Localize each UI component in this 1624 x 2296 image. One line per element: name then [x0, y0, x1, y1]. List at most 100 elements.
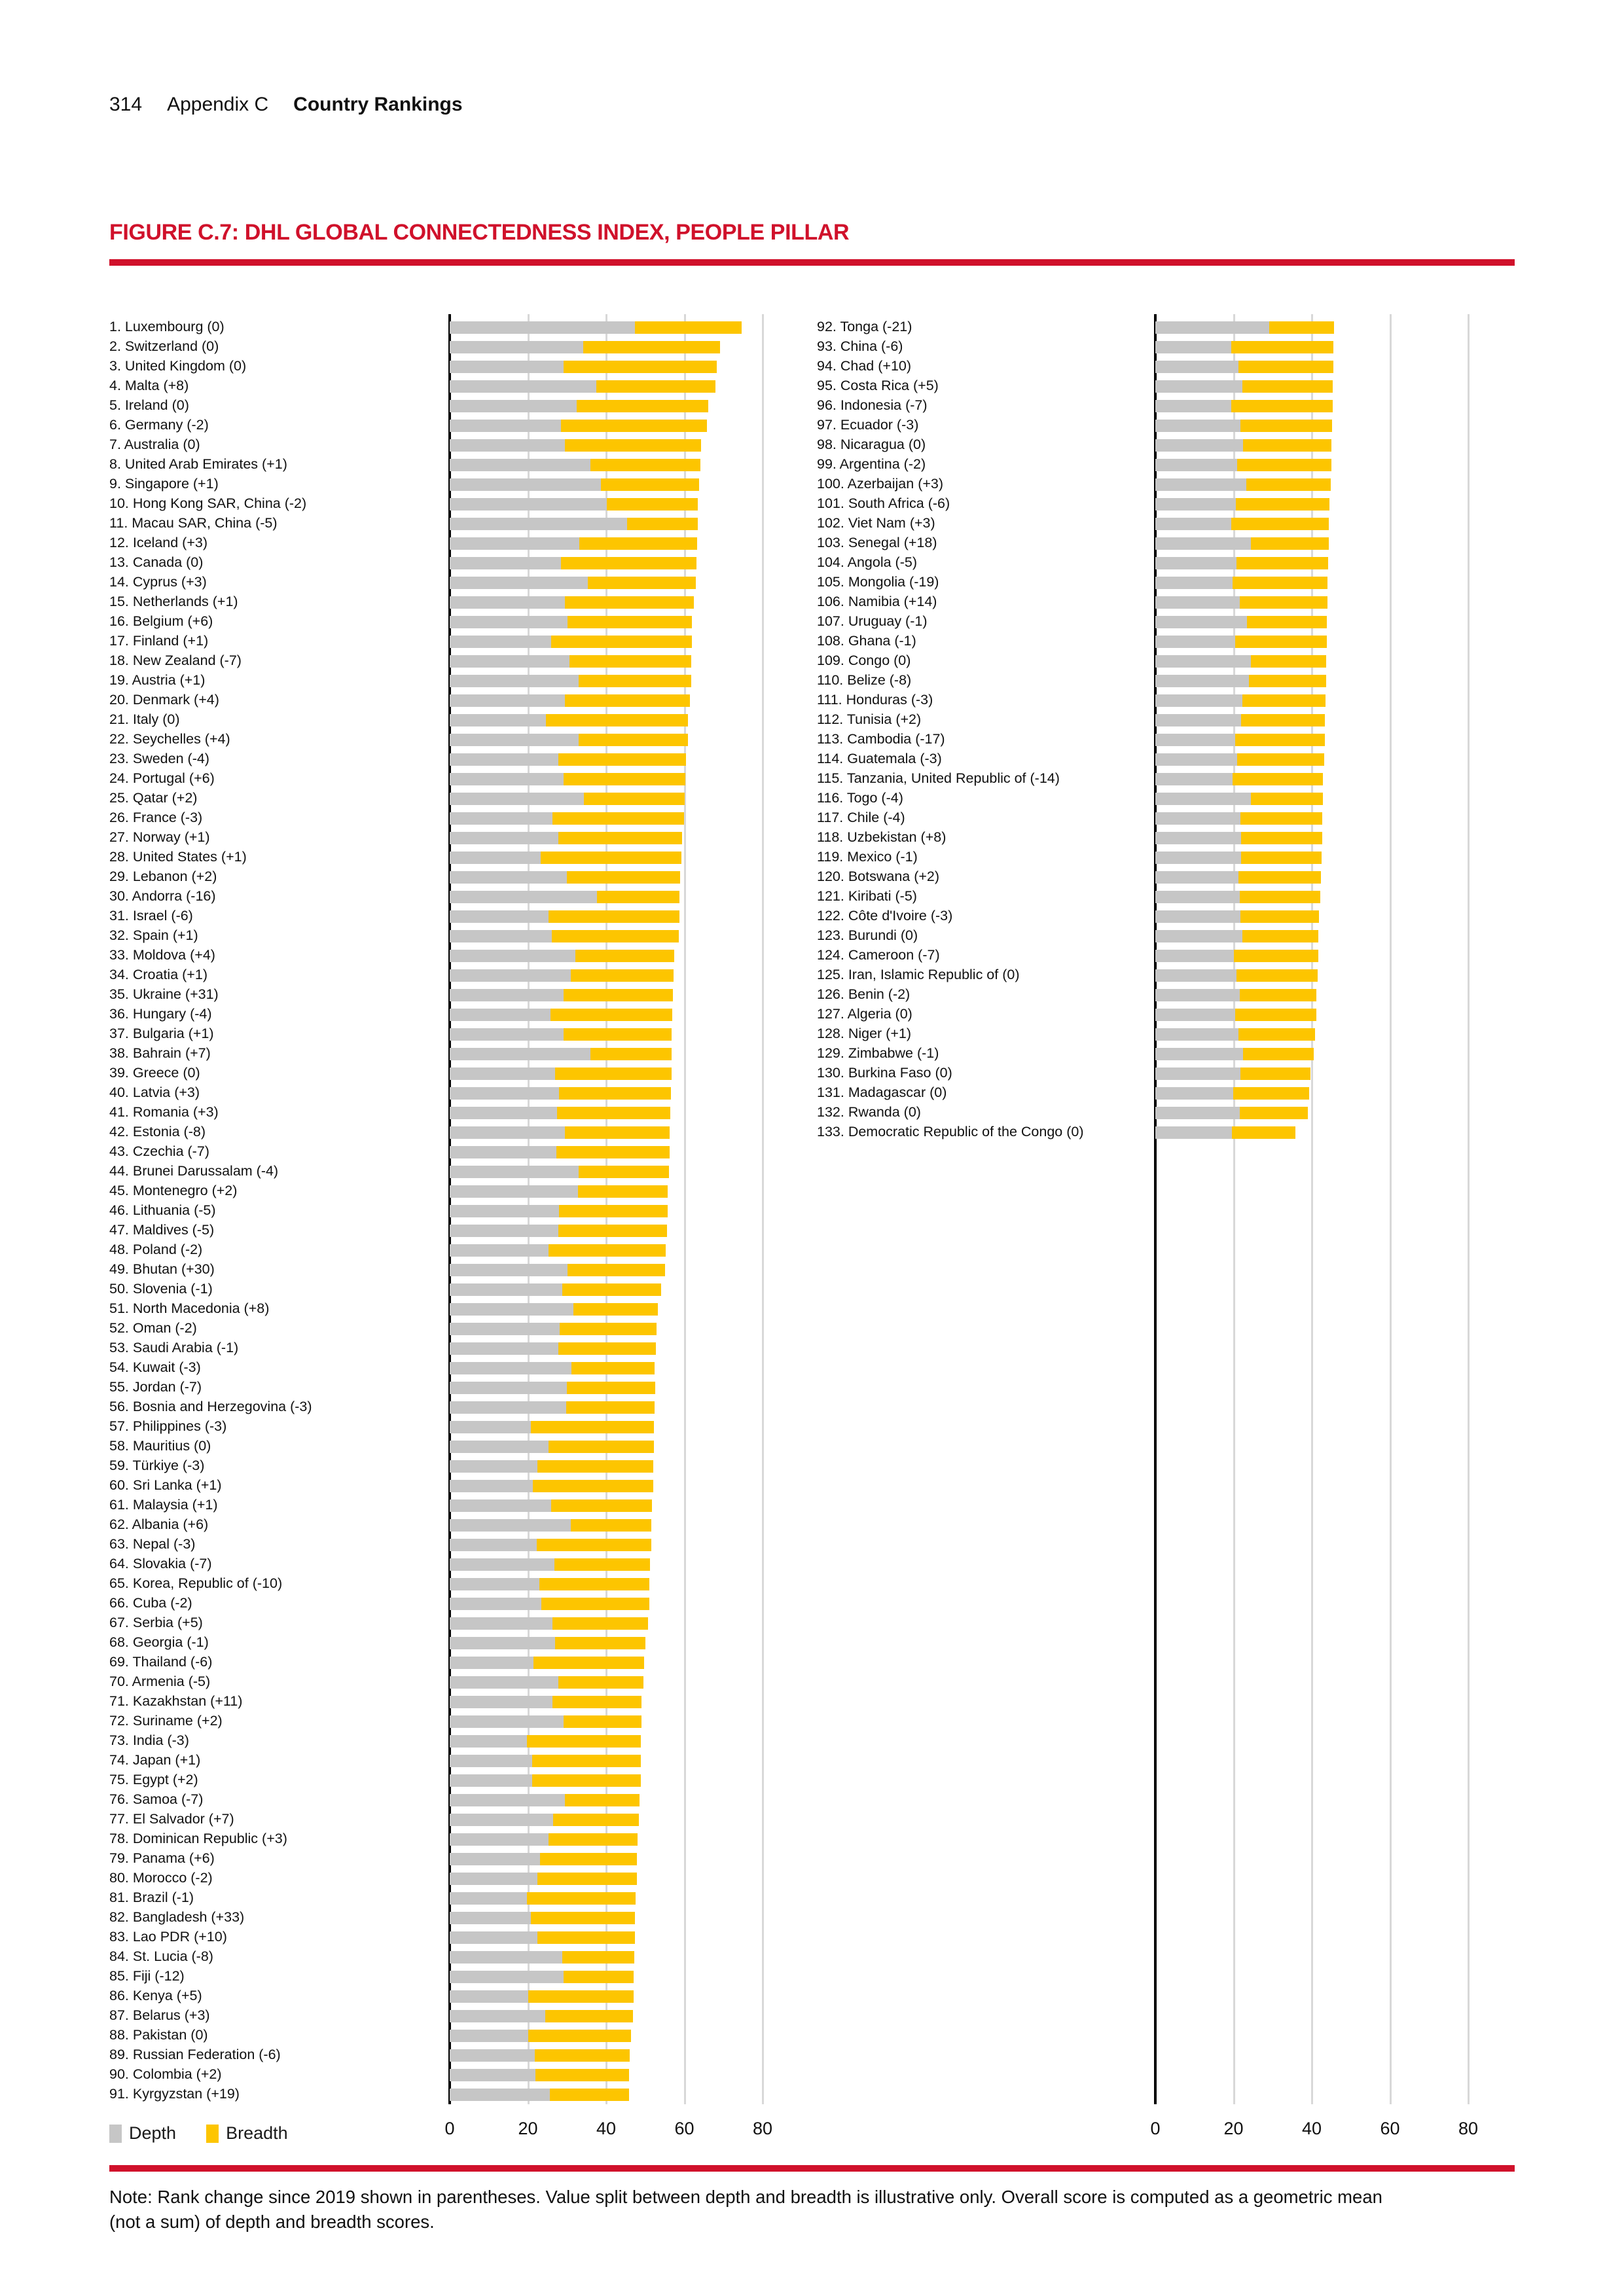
legend-breadth-label: Breadth: [226, 2123, 288, 2143]
bar-track: [450, 556, 763, 569]
ranking-row: 80. Morocco (-2): [109, 1869, 763, 1888]
ranking-row: 54. Kuwait (-3): [109, 1358, 763, 1378]
ranking-row: 102. Viet Nam (+3): [817, 514, 1468, 533]
country-label: 105. Mongolia (-19): [817, 574, 939, 590]
bar-track: [1155, 537, 1468, 550]
breadth-bar: [555, 1067, 672, 1080]
country-label: 9. Singapore (+1): [109, 476, 219, 492]
country-label: 53. Saudi Arabia (-1): [109, 1340, 239, 1356]
depth-bar: [450, 1774, 533, 1787]
depth-bar: [450, 321, 635, 334]
bar-track: [450, 1224, 763, 1237]
depth-bar: [450, 1185, 578, 1198]
country-label: 12. Iceland (+3): [109, 535, 208, 551]
ranking-row: 53. Saudi Arabia (-1): [109, 1338, 763, 1358]
breadth-bar: [1231, 340, 1334, 353]
breadth-bar: [541, 1597, 649, 1610]
gridline: [762, 314, 764, 2104]
ranking-row: 7. Australia (0): [109, 435, 763, 455]
bar-track: [450, 1617, 763, 1630]
ranking-row: 31. Israel (-6): [109, 906, 763, 926]
country-label: 127. Algeria (0): [817, 1006, 912, 1022]
breadth-bar: [583, 340, 720, 353]
bar-track: [450, 517, 763, 530]
breadth-bar: [545, 2009, 633, 2022]
ranking-row: 106. Namibia (+14): [817, 592, 1468, 612]
depth-bar: [450, 596, 565, 609]
breadth-bar: [578, 674, 691, 687]
depth-bar: [450, 1931, 538, 1944]
depth-bar: [450, 1636, 555, 1649]
depth-bar: [450, 2068, 536, 2081]
breadth-bar: [1249, 674, 1326, 687]
country-label: 20. Denmark (+4): [109, 692, 219, 708]
ranking-row: 76. Samoa (-7): [109, 1790, 763, 1810]
figure-title: FIGURE C.7: DHL GLOBAL CONNECTEDNESS IND…: [109, 220, 850, 245]
depth-bar: [450, 969, 571, 982]
note-line-2: (not a sum) of depth and breadth scores.: [109, 2212, 435, 2232]
ranking-row: 123. Burundi (0): [817, 926, 1468, 946]
bar-track: [450, 1165, 763, 1178]
country-label: 38. Bahrain (+7): [109, 1045, 211, 1062]
bottom-rule: [109, 2165, 1515, 2172]
bar-track: [1155, 1008, 1468, 1021]
breadth-bar: [577, 399, 708, 412]
country-label: 93. China (-6): [817, 338, 903, 355]
depth-bar: [1155, 399, 1231, 412]
depth-bar: [450, 2009, 545, 2022]
bar-track: [450, 1126, 763, 1139]
breadth-bar: [562, 1283, 661, 1296]
bar-track: [450, 988, 763, 1001]
country-label: 99. Argentina (-2): [817, 456, 926, 473]
breadth-bar: [552, 1695, 642, 1708]
bar-track: [1155, 870, 1468, 884]
breadth-bar: [558, 1676, 643, 1689]
bar-track: [1155, 1106, 1468, 1119]
ranking-row: 24. Portugal (+6): [109, 769, 763, 789]
breadth-bar: [565, 1793, 640, 1806]
country-label: 17. Finland (+1): [109, 633, 209, 649]
country-label: 119. Mexico (-1): [817, 849, 918, 865]
breadth-bar: [570, 1518, 652, 1532]
bar-track: [450, 1695, 763, 1708]
country-label: 109. Congo (0): [817, 653, 911, 669]
breadth-bar: [539, 1577, 650, 1590]
legend-item-breadth: Breadth: [206, 2123, 288, 2144]
country-label: 69. Thailand (-6): [109, 1654, 213, 1670]
country-label: 64. Slovakia (-7): [109, 1556, 212, 1572]
bar-track: [450, 890, 763, 903]
bar-track: [450, 1970, 763, 1983]
breadth-bar: [1250, 792, 1323, 805]
bar-track: [450, 949, 763, 962]
gridline: [1389, 314, 1392, 2104]
ranking-row: 29. Lebanon (+2): [109, 867, 763, 887]
depth-bar: [1155, 1086, 1233, 1100]
depth-bar: [1155, 478, 1247, 491]
breadth-bar: [564, 694, 690, 707]
bar-track: [450, 694, 763, 707]
ranking-row: 3. United Kingdom (0): [109, 357, 763, 376]
bar-track: [450, 1322, 763, 1335]
depth-bar: [450, 1833, 549, 1846]
breadth-bar: [563, 988, 673, 1001]
country-label: 128. Niger (+1): [817, 1026, 912, 1042]
depth-bar: [450, 2088, 550, 2101]
depth-bar: [1155, 870, 1239, 884]
country-label: 116. Togo (-4): [817, 790, 903, 806]
country-label: 16. Belgium (+6): [109, 613, 213, 630]
depth-bar: [450, 1342, 559, 1355]
ranking-row: 15. Netherlands (+1): [109, 592, 763, 612]
ranking-row: 115. Tanzania, United Republic of (-14): [817, 769, 1468, 789]
depth-bar: [450, 1892, 528, 1905]
depth-bar: [450, 360, 564, 373]
ranking-row: 40. Latvia (+3): [109, 1083, 763, 1103]
breadth-bar: [558, 1224, 668, 1237]
ranking-row: 89. Russian Federation (-6): [109, 2045, 763, 2065]
bar-track: [1155, 556, 1468, 569]
breadth-bar: [566, 1401, 655, 1414]
bar-track: [1155, 969, 1468, 982]
depth-bar: [450, 1322, 560, 1335]
bar-track: [1155, 910, 1468, 923]
breadth-bar: [535, 2068, 630, 2081]
country-label: 89. Russian Federation (-6): [109, 2047, 281, 2063]
